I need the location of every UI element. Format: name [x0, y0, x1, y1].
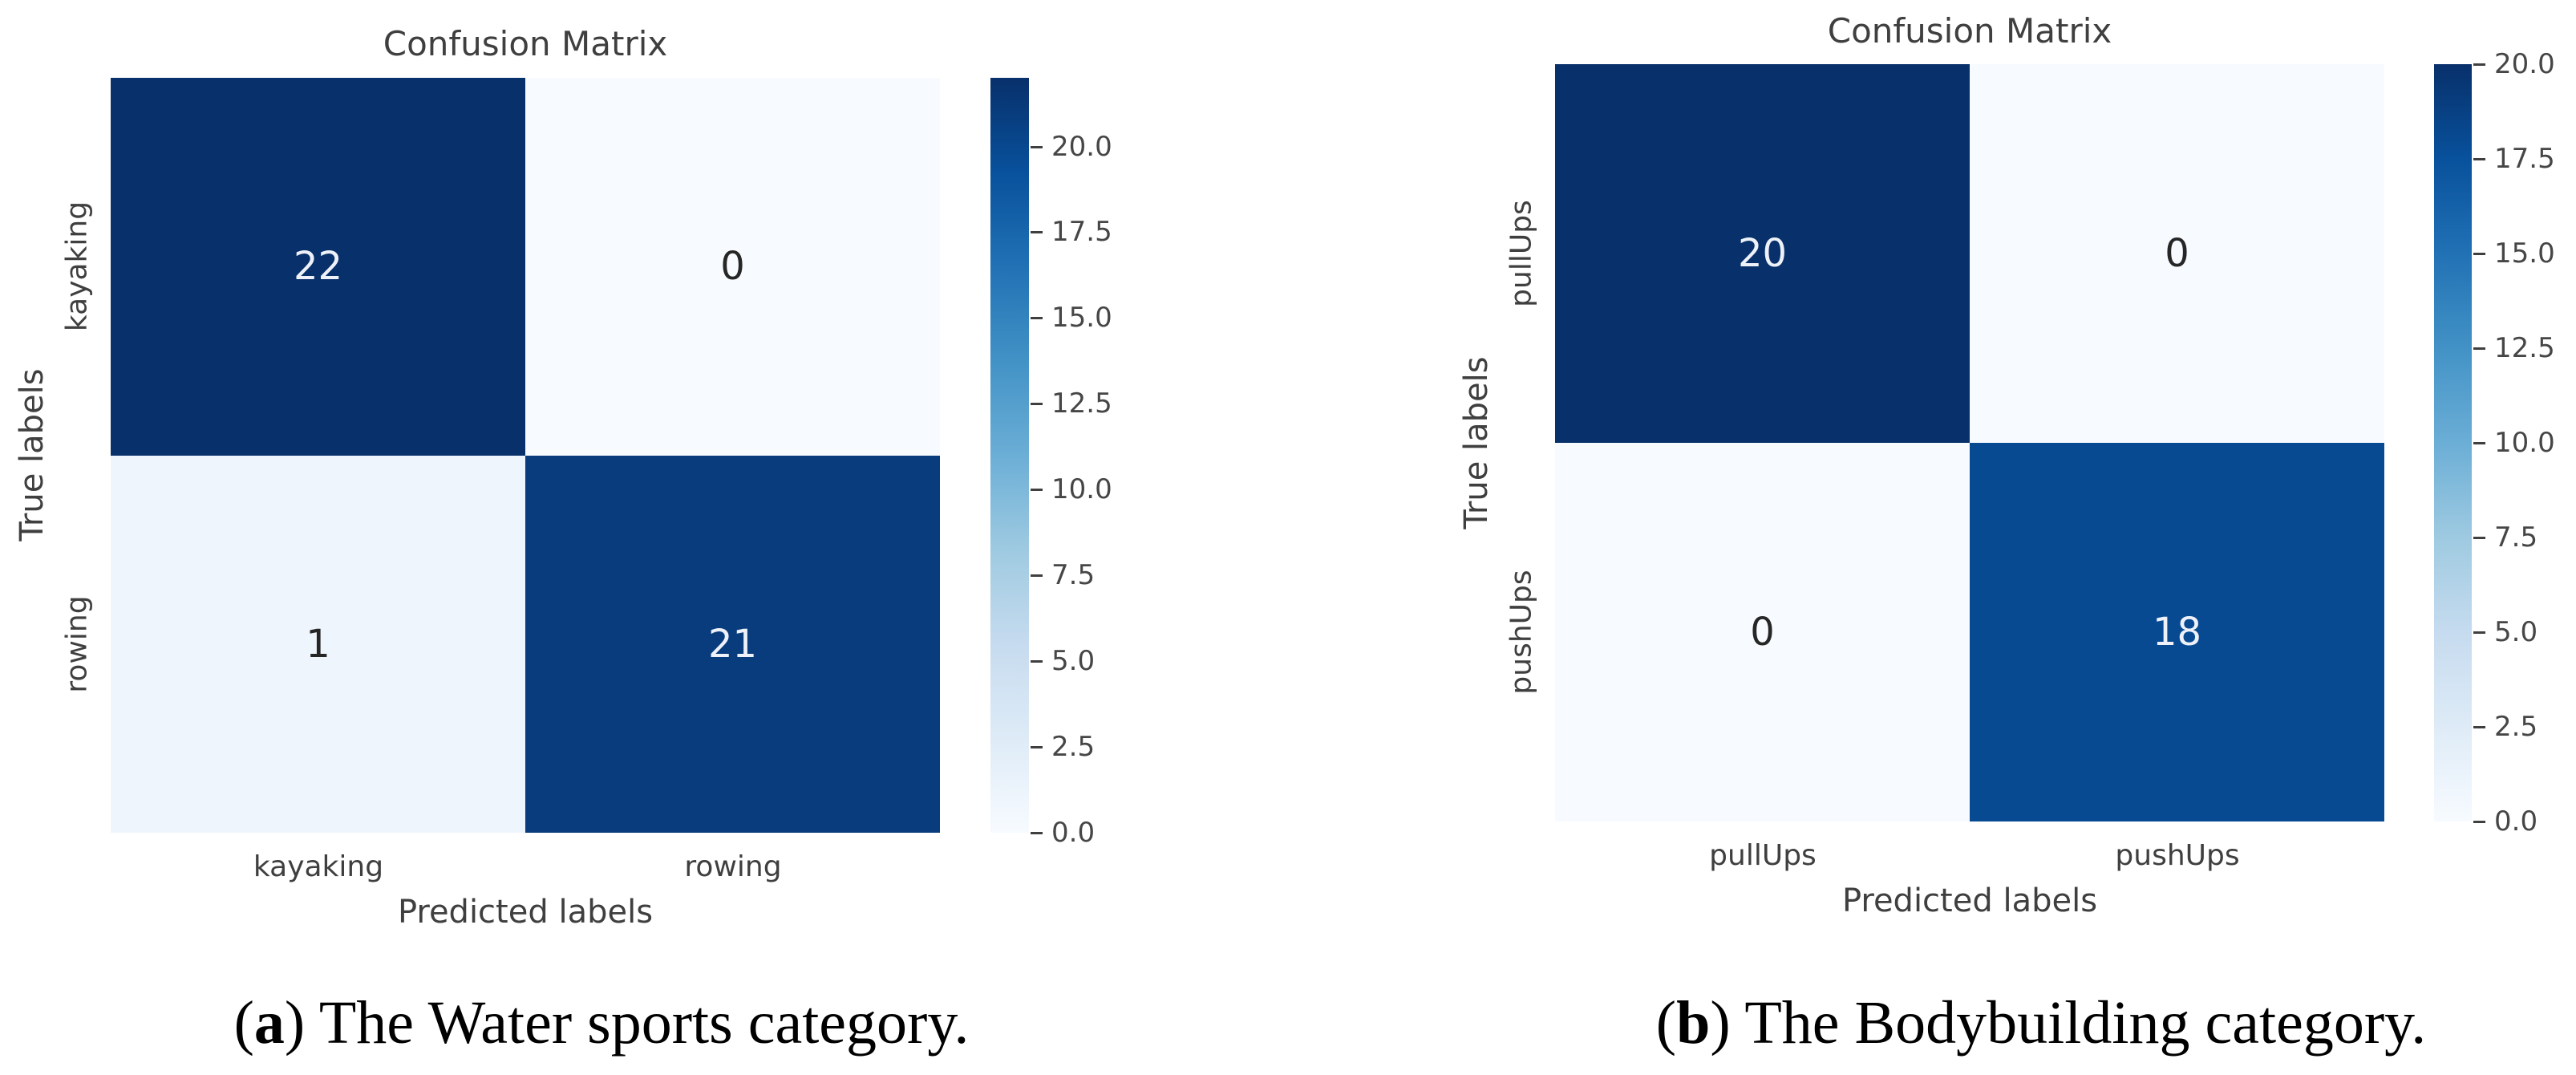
colorbar-tick-label: 2.5	[1051, 731, 1096, 764]
colorbar-tick-label: 2.5	[2494, 711, 2538, 743]
colorbar-tick-mark	[1031, 145, 1043, 148]
cell-value: 1	[306, 621, 330, 667]
colorbar-tick-label: 5.0	[2494, 616, 2538, 648]
matrix-cell-kayaking-kayaking: 22	[111, 78, 525, 456]
colorbar-tick-label: 12.5	[2494, 332, 2555, 364]
x-tick-label: kayaking	[253, 850, 384, 883]
colorbar-tick-mark	[2473, 158, 2485, 160]
cell-value: 0	[720, 244, 745, 290]
caption-marker: b	[1676, 989, 1711, 1057]
caption-text: The Water sports category.	[305, 989, 970, 1057]
colorbar-tick-mark	[2473, 726, 2485, 728]
y-tick-label: rowing	[60, 595, 94, 693]
caption-paren-close: )	[284, 989, 306, 1057]
matrix-cell-pullUps-pushUps: 0	[1970, 64, 2384, 443]
colorbar-tick-mark	[2473, 253, 2485, 255]
y-tick-label: kayaking	[60, 201, 94, 332]
confusion-matrix-panel-a: Confusion Matrix True labels kayaking ro…	[14, 24, 1112, 1057]
colorbar-tick-label: 20.0	[1051, 130, 1112, 163]
cell-value: 20	[1737, 231, 1788, 276]
heatmap-grid: 22 0 1 21	[111, 78, 940, 833]
x-axis-label: Predicted labels	[397, 894, 654, 931]
confusion-matrix-panel-b: Confusion Matrix True labels pullUps pus…	[1288, 0, 2576, 1075]
colorbar-tick-mark	[1031, 574, 1043, 578]
colorbar-tick-label: 15.0	[1051, 302, 1112, 335]
colorbar: 20.0 17.5 15.0 12.5 10.0 7.5 5.0 2.5 0.0	[2434, 48, 2555, 838]
plot-title: Confusion Matrix	[1827, 11, 2112, 51]
matrix-cell-kayaking-rowing: 0	[525, 78, 940, 456]
cell-value: 18	[2152, 610, 2202, 655]
colorbar-tick-label: 0.0	[2494, 805, 2538, 838]
matrix-cell-rowing-rowing: 21	[525, 455, 940, 833]
colorbar-tick-label: 10.0	[1051, 473, 1112, 506]
colorbar-tick-mark	[1031, 403, 1043, 406]
colorbar: 20.0 17.5 15.0 12.5 10.0 7.5 5.0 2.5 0.0	[990, 78, 1112, 849]
figure-caption: (b) The Bodybuilding category.	[1655, 989, 2427, 1057]
colorbar-tick-label: 12.5	[1051, 387, 1112, 420]
colorbar-tick-mark	[2473, 63, 2485, 66]
colorbar-tick-mark	[1031, 660, 1043, 663]
colorbar-tick-mark	[1031, 746, 1043, 749]
x-tick-label: rowing	[684, 850, 782, 883]
colorbar-tick-label: 5.0	[1051, 645, 1096, 678]
colorbar-gradient	[2434, 64, 2472, 821]
caption-text: The Bodybuilding category.	[1730, 989, 2427, 1057]
figure-caption: (a) The Water sports category.	[233, 989, 970, 1057]
colorbar-tick-mark	[2473, 347, 2485, 350]
colorbar-tick-label: 0.0	[1051, 817, 1096, 849]
cell-value: 21	[707, 621, 758, 667]
colorbar-tick-label: 15.0	[2494, 237, 2555, 270]
colorbar-tick-label: 7.5	[1051, 559, 1096, 592]
caption-marker: a	[253, 989, 285, 1057]
y-axis-label: True labels	[14, 368, 51, 542]
colorbar-tick-label: 17.5	[1051, 216, 1112, 249]
colorbar-gradient	[990, 78, 1029, 833]
colorbar-tick-mark	[1031, 832, 1043, 834]
colorbar-tick-mark	[1031, 317, 1043, 320]
colorbar-tick-mark	[2473, 442, 2485, 444]
heatmap-grid: 20 0 0 18	[1555, 64, 2384, 821]
x-axis-label: Predicted labels	[1841, 882, 2098, 919]
x-tick-label: pushUps	[2115, 839, 2240, 872]
colorbar-tick-mark	[1031, 489, 1043, 492]
matrix-cell-pullUps-pullUps: 20	[1555, 64, 1970, 443]
matrix-cell-rowing-kayaking: 1	[111, 455, 525, 833]
colorbar-tick-mark	[2473, 537, 2485, 539]
colorbar-tick-label: 20.0	[2494, 48, 2555, 80]
colorbar-tick-label: 10.0	[2494, 427, 2555, 459]
y-axis-label: True labels	[1458, 356, 1495, 529]
colorbar-tick-mark	[1031, 231, 1043, 234]
matrix-cell-pushUps-pullUps: 0	[1555, 443, 1970, 821]
cell-value: 0	[1750, 610, 1775, 655]
colorbar-tick-label: 7.5	[2494, 521, 2538, 554]
caption-paren-open: (	[233, 989, 254, 1057]
caption-paren-close: )	[1710, 989, 1731, 1057]
plot-title: Confusion Matrix	[383, 24, 668, 63]
y-tick-label: pushUps	[1505, 570, 1538, 695]
cell-value: 0	[2165, 231, 2189, 276]
caption-paren-open: (	[1655, 989, 1677, 1057]
colorbar-tick-mark	[2473, 631, 2485, 634]
cell-value: 22	[293, 244, 343, 290]
matrix-cell-pushUps-pushUps: 18	[1970, 443, 2384, 821]
y-tick-label: pullUps	[1505, 200, 1538, 307]
colorbar-tick-mark	[2473, 821, 2485, 823]
x-tick-label: pullUps	[1709, 839, 1817, 872]
colorbar-tick-label: 17.5	[2494, 143, 2555, 175]
